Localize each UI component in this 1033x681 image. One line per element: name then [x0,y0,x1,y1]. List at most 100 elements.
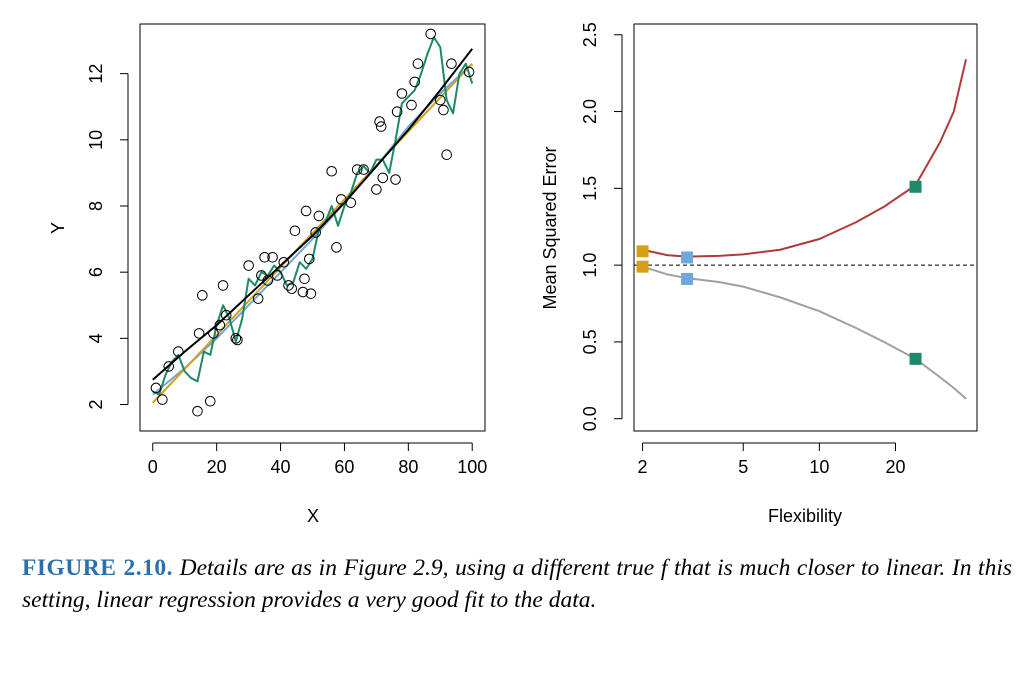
data-point [377,172,389,184]
x-tick-label: 0 [148,457,158,477]
y-tick-label: 0.0 [580,406,600,431]
scatter-points [150,28,475,417]
data-point [204,395,216,407]
flexible-fit-line [152,36,474,396]
y-tick-label: 12 [86,64,106,84]
mse-x-axis: 2 5 10 20 [638,442,906,477]
data-point [208,328,219,339]
y-tick-label: 8 [86,201,106,211]
mse-curves [642,59,967,400]
x-tick-label: 80 [398,457,418,477]
x-tick-label: 20 [207,457,227,477]
y-tick-label: 6 [86,267,106,277]
data-point [300,205,312,217]
caption-label: FIGURE 2.10. [22,555,174,581]
test-mse-curve [642,59,967,258]
data-point [243,260,254,271]
data-point [371,184,382,195]
data-point [192,405,203,417]
data-point [297,286,309,298]
mse-marker [636,260,649,273]
x-tick-label: 60 [334,457,354,477]
mse-marker [681,272,694,285]
data-point [358,164,369,175]
mse-markers [636,180,922,365]
data-point [441,149,452,160]
data-point [396,88,408,99]
mse-marker [636,245,649,258]
data-point [310,227,321,238]
data-point [286,283,298,295]
data-point [446,58,457,70]
scatter-panel: 0 20 40 60 80 100 2 4 6 8 10 12 X Y [48,23,487,526]
data-point [259,251,270,263]
x-tick-label: 5 [738,457,748,477]
training-mse-curve [642,265,967,400]
data-point [193,328,205,339]
y-tick-label: 4 [86,333,106,343]
data-point [196,290,208,301]
data-point [351,164,363,175]
x-tick-label: 100 [457,457,487,477]
data-point [283,280,294,291]
data-point [406,99,417,111]
data-point [313,210,325,222]
data-point [163,361,175,372]
data-point [335,194,347,205]
scatter-y-axis: 2 4 6 8 10 12 [86,64,129,410]
x-tick-label: 40 [271,457,291,477]
data-point [331,242,342,253]
data-point [267,251,278,263]
data-point [220,309,232,321]
y-tick-label: 2.5 [580,22,600,47]
y-tick-label: 1.0 [580,253,600,278]
data-point [272,270,283,281]
mse-y-label: Mean Squared Error [540,146,560,309]
data-point [150,382,162,394]
mse-panel: 2 5 10 20 0.0 0.5 1.0 1.5 2.0 2.5 Flexibility Me… [540,22,978,526]
data-point [463,66,475,78]
true-f-line [152,48,474,381]
data-point [173,346,184,357]
data-point [217,280,229,291]
data-point [374,116,385,127]
data-point [434,94,446,106]
data-point [262,275,274,286]
data-point [157,394,168,405]
caption-text: Details are as in Figure 2.9, using a di… [22,555,1012,613]
data-point [345,197,357,208]
data-point [412,58,424,70]
mse-x-label: Flexibility [768,506,842,526]
data-point [305,288,317,299]
data-point [304,253,315,265]
y-tick-label: 0.5 [580,329,600,354]
data-point [391,106,403,117]
scatter-y-label: Y [48,222,68,234]
y-tick-label: 1.5 [580,176,600,201]
scatter-x-label: X [307,506,319,526]
data-point [278,256,290,268]
y-tick-label: 10 [86,130,106,150]
scatter-x-axis: 0 20 40 60 80 100 [148,442,487,477]
data-point [214,319,226,331]
data-point [409,76,421,88]
mse-plot-frame [633,23,978,432]
data-point [390,174,401,185]
data-point [375,121,387,132]
mse-marker [909,180,922,193]
figure-panels: 0 20 40 60 80 100 2 4 6 8 10 12 X Y 2 5 10 20 0.0 0.5 1… [48,22,978,526]
data-point [299,273,310,285]
scatter-plot-frame [139,23,486,432]
x-tick-label: 10 [809,457,829,477]
x-tick-label: 2 [638,457,648,477]
data-point [252,293,264,304]
x-tick-label: 20 [885,457,905,477]
figure-caption: FIGURE 2.10. Details are as in Figure 2.… [22,552,1012,616]
data-point [326,165,337,177]
mse-marker [681,251,694,264]
y-tick-label: 2 [86,400,106,410]
mse-marker [909,352,922,365]
data-point [438,104,449,116]
linear-fit-line [152,63,473,404]
data-point [230,333,242,344]
